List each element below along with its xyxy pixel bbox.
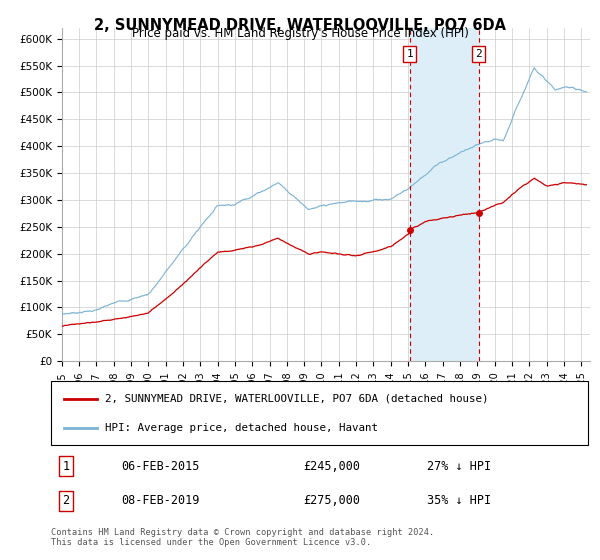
Text: 1: 1 — [62, 460, 70, 473]
Text: 27% ↓ HPI: 27% ↓ HPI — [427, 460, 491, 473]
Text: 1: 1 — [406, 49, 413, 59]
Text: Price paid vs. HM Land Registry's House Price Index (HPI): Price paid vs. HM Land Registry's House … — [131, 27, 469, 40]
Text: HPI: Average price, detached house, Havant: HPI: Average price, detached house, Hava… — [105, 423, 378, 433]
Text: 2, SUNNYMEAD DRIVE, WATERLOOVILLE, PO7 6DA: 2, SUNNYMEAD DRIVE, WATERLOOVILLE, PO7 6… — [94, 18, 506, 33]
Text: 06-FEB-2015: 06-FEB-2015 — [121, 460, 199, 473]
Text: £245,000: £245,000 — [304, 460, 361, 473]
Text: This data is licensed under the Open Government Licence v3.0.: This data is licensed under the Open Gov… — [51, 538, 371, 547]
Text: Contains HM Land Registry data © Crown copyright and database right 2024.: Contains HM Land Registry data © Crown c… — [51, 528, 434, 536]
Text: 08-FEB-2019: 08-FEB-2019 — [121, 494, 199, 507]
Bar — [410, 28, 479, 361]
Text: £275,000: £275,000 — [304, 494, 361, 507]
Text: 35% ↓ HPI: 35% ↓ HPI — [427, 494, 491, 507]
Text: 2: 2 — [62, 494, 70, 507]
Text: 2: 2 — [475, 49, 482, 59]
Text: 2, SUNNYMEAD DRIVE, WATERLOOVILLE, PO7 6DA (detached house): 2, SUNNYMEAD DRIVE, WATERLOOVILLE, PO7 6… — [105, 394, 488, 404]
